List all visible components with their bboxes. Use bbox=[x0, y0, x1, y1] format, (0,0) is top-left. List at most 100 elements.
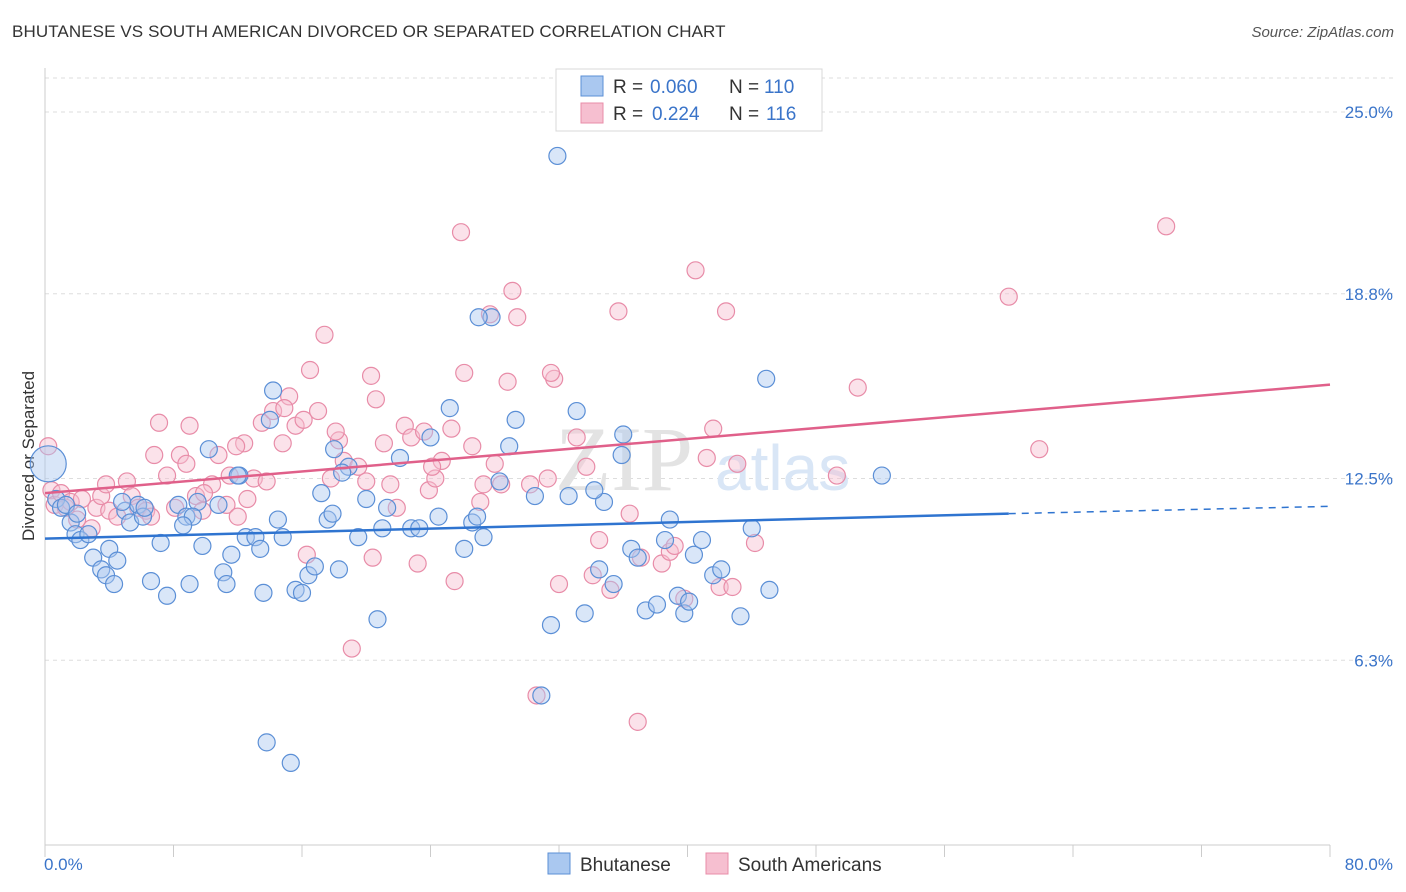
south-americans-point bbox=[209, 445, 228, 465]
watermark-zip: ZIP bbox=[555, 408, 693, 510]
south-americans-point bbox=[423, 457, 442, 476]
south-americans-point bbox=[180, 416, 199, 435]
bhutanese-point bbox=[490, 472, 509, 491]
bhutanese-point bbox=[660, 510, 679, 529]
stats-n-value-pink: 116 bbox=[766, 104, 796, 125]
bhutanese-trend-line bbox=[44, 512, 1009, 540]
y-tick-label: 6.3% bbox=[1354, 651, 1393, 670]
watermark: ZIP atlas bbox=[555, 408, 850, 510]
south-americans-point bbox=[999, 287, 1018, 306]
south-americans-points bbox=[39, 217, 1176, 731]
bhutanese-point bbox=[500, 437, 519, 456]
y-tick-label: 18.8% bbox=[1345, 285, 1393, 304]
bhutanese-point bbox=[268, 510, 288, 529]
south-americans-point bbox=[704, 419, 723, 438]
south-americans-point bbox=[227, 437, 246, 456]
bhutanese-point bbox=[47, 489, 66, 509]
bhutanese-point bbox=[68, 504, 87, 523]
bhutanese-point bbox=[323, 504, 342, 523]
bhutanese-point bbox=[368, 610, 387, 629]
south-americans-point bbox=[728, 454, 747, 473]
south-americans-point bbox=[363, 548, 382, 567]
legend-label-bhutanese: Bhutanese bbox=[580, 855, 671, 876]
south-americans-point bbox=[601, 580, 620, 600]
south-americans-point bbox=[361, 366, 381, 385]
south-americans-point bbox=[300, 360, 320, 380]
south-americans-point bbox=[455, 363, 474, 383]
south-americans-point bbox=[342, 639, 361, 658]
bhutanese-point bbox=[349, 528, 368, 547]
bhutanese-point bbox=[222, 545, 241, 564]
bhutanese-point bbox=[604, 574, 623, 594]
bhutanese-point bbox=[731, 607, 750, 626]
south-americans-point bbox=[273, 434, 292, 453]
bhutanese-point bbox=[180, 574, 199, 594]
bhutanese-point bbox=[757, 369, 776, 388]
stats-n-label-pink: N = bbox=[729, 104, 759, 125]
south-americans-point bbox=[426, 469, 445, 488]
bhutanese-point bbox=[559, 486, 578, 506]
bhutanese-point bbox=[594, 492, 614, 512]
bhutanese-point bbox=[742, 519, 761, 538]
trend-lines bbox=[44, 383, 1331, 540]
x-tick-label-max: 80.0% bbox=[1345, 855, 1393, 874]
south-americans-point bbox=[492, 475, 511, 494]
bhutanese-point bbox=[209, 495, 228, 514]
y-tick-label: 25.0% bbox=[1345, 103, 1393, 122]
south-americans-point bbox=[503, 281, 522, 300]
south-americans-point bbox=[374, 434, 394, 453]
south-americans-point bbox=[710, 577, 729, 597]
y-axis-tick-labels: 6.3% 12.5% 18.8% 25.0% bbox=[1345, 103, 1393, 670]
bhutanese-point bbox=[214, 563, 233, 582]
bhutanese-point bbox=[680, 592, 699, 611]
bhutanese-point bbox=[199, 440, 218, 459]
south-americans-point bbox=[609, 302, 628, 321]
stats-r-label-blue: R = bbox=[613, 77, 643, 98]
south-americans-trend-line bbox=[44, 383, 1331, 495]
bhutanese-point bbox=[567, 401, 586, 421]
south-americans-point bbox=[463, 437, 482, 456]
y-axis-label: Divorced or Separated bbox=[19, 371, 38, 541]
bhutanese-point bbox=[692, 530, 712, 550]
bhutanese-point bbox=[474, 528, 493, 547]
south-americans-point bbox=[294, 410, 313, 429]
bhutanese-point bbox=[373, 519, 392, 538]
south-americans-point bbox=[628, 712, 647, 731]
south-americans-point bbox=[474, 475, 493, 494]
bhutanese-point bbox=[872, 466, 891, 485]
south-americans-point bbox=[326, 422, 345, 441]
bhutanese-point bbox=[254, 583, 273, 602]
chart-title: BHUTANESE VS SOUTH AMERICAN DIVORCED OR … bbox=[12, 22, 726, 41]
south-americans-point bbox=[508, 308, 527, 327]
bhutanese-points bbox=[29, 146, 891, 773]
bhutanese-point bbox=[541, 615, 561, 635]
south-americans-point bbox=[665, 536, 684, 556]
bhutanese-point bbox=[281, 753, 300, 773]
bhutanese-point bbox=[217, 574, 236, 594]
stats-swatch-pink bbox=[580, 102, 604, 124]
south-americans-point bbox=[357, 472, 376, 491]
bhutanese-point bbox=[548, 146, 567, 166]
chart-source: Source: ZipAtlas.com bbox=[1251, 24, 1394, 41]
bhutanese-point bbox=[378, 498, 397, 517]
south-americans-point bbox=[520, 475, 540, 494]
south-americans-point bbox=[193, 501, 212, 520]
bhutanese-point bbox=[655, 530, 675, 550]
bhutanese-point bbox=[585, 481, 604, 500]
bhutanese-point bbox=[455, 539, 474, 558]
bhutanese-point bbox=[151, 533, 170, 553]
bhutanese-point bbox=[257, 733, 276, 752]
south-americans-point bbox=[228, 507, 247, 526]
south-americans-point bbox=[451, 223, 471, 242]
south-americans-point bbox=[686, 261, 705, 280]
bhutanese-point bbox=[575, 604, 594, 623]
bhutanese-point bbox=[440, 399, 459, 418]
south-americans-point bbox=[577, 457, 596, 476]
bhutanese-point bbox=[104, 574, 124, 594]
south-americans-point bbox=[315, 325, 334, 344]
south-americans-point bbox=[697, 448, 716, 468]
south-americans-point bbox=[96, 475, 116, 494]
bhutanese-point bbox=[675, 604, 694, 623]
south-americans-point bbox=[145, 445, 164, 465]
